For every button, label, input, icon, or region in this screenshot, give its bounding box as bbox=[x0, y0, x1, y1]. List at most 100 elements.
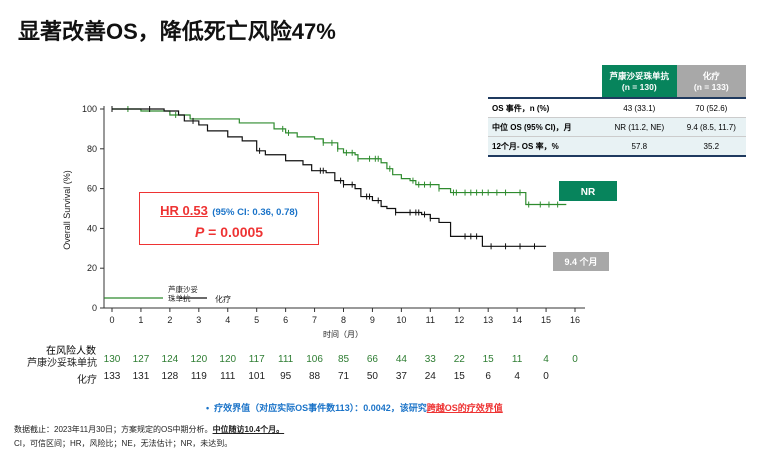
x-axis-label: 时间（月） bbox=[323, 329, 363, 339]
risk-label-lucan: 芦康沙妥珠单抗 bbox=[27, 358, 97, 369]
row-label: 中位 OS (95% CI)，月 bbox=[488, 117, 602, 137]
header-lucan: 芦康沙妥珠单抗 (n = 130) bbox=[602, 65, 677, 98]
table-row: 12个月- OS 率，% 57.8 35.2 bbox=[488, 136, 746, 156]
risk-count: 15 bbox=[482, 354, 494, 365]
x-tick-label: 3 bbox=[196, 315, 201, 325]
risk-count: 71 bbox=[337, 371, 350, 382]
summary-table: 芦康沙妥珠单抗 (n = 130) 化疗 (n = 133) OS 事件，n (%)… bbox=[488, 65, 746, 157]
x-tick-label: 0 bbox=[109, 315, 114, 325]
row-label: OS 事件，n (%) bbox=[488, 97, 602, 118]
risk-count: 101 bbox=[248, 371, 266, 382]
x-tick-label: 7 bbox=[312, 315, 317, 325]
risk-count: 120 bbox=[219, 354, 237, 365]
risk-label-chemo: 化疗 bbox=[77, 375, 97, 386]
efficacy-text: 疗效界值（对应实际OS事件数113）：0.0042，该研究 bbox=[214, 403, 427, 413]
risk-count: 6 bbox=[485, 371, 491, 382]
risk-count: 130 bbox=[103, 354, 121, 365]
y-tick-label: 80 bbox=[87, 144, 97, 154]
footnote-bold: 中位随访10.4个月。 bbox=[212, 425, 285, 434]
hr-value: HR 0.53 bbox=[160, 203, 208, 218]
cell: 43 (33.1) bbox=[602, 97, 677, 118]
risk-count: 85 bbox=[337, 354, 350, 365]
risk-count: 15 bbox=[453, 371, 465, 382]
x-tick-label: 9 bbox=[370, 315, 375, 325]
x-tick-label: 14 bbox=[512, 315, 522, 325]
risk-count: 111 bbox=[220, 371, 236, 382]
hr-box: HR 0.53 (95% CI: 0.36, 0.78) P = 0.0005 bbox=[139, 192, 319, 245]
x-tick-label: 6 bbox=[283, 315, 288, 325]
table-corner bbox=[488, 65, 602, 98]
risk-title: 在风险人数 bbox=[46, 346, 96, 357]
table-row: OS 事件，n (%) 43 (33.1) 70 (52.6) bbox=[488, 97, 746, 118]
curves bbox=[111, 106, 567, 250]
nr-badge bbox=[559, 181, 617, 201]
x-tick-label: 12 bbox=[454, 315, 464, 325]
x-tick-label: 10 bbox=[396, 315, 406, 325]
risk-count: 119 bbox=[190, 371, 207, 382]
y-axis-label: Overall Survival (%) bbox=[62, 170, 72, 250]
hr-ci: (95% CI: 0.36, 0.78) bbox=[212, 207, 298, 218]
risk-count: 117 bbox=[248, 354, 265, 365]
footnote-1: 数据截止：2023年11月30日；方案规定的OS中期分析。中位随访10.4个月。 bbox=[14, 424, 284, 435]
risk-count: 22 bbox=[453, 354, 465, 365]
risk-count: 37 bbox=[395, 371, 407, 382]
x-tick-label: 15 bbox=[541, 315, 551, 325]
x-tick-label: 11 bbox=[426, 315, 435, 325]
bullet: • bbox=[206, 403, 210, 413]
risk-count: 0 bbox=[543, 371, 549, 382]
legend-label-chemo: 化疗 bbox=[215, 294, 231, 304]
risk-count: 66 bbox=[366, 354, 378, 365]
risk-count: 0 bbox=[572, 354, 578, 365]
x-tick-label: 16 bbox=[570, 315, 580, 325]
header-n: (n = 133) bbox=[693, 82, 729, 92]
risk-count: 4 bbox=[543, 354, 549, 365]
risk-count: 24 bbox=[424, 371, 436, 382]
efficacy-highlight: 跨越OS的疗效界值 bbox=[426, 403, 503, 413]
median-badge-text: 9.4 个月 bbox=[564, 256, 597, 267]
y-tick-label: 20 bbox=[87, 263, 97, 273]
cell: 57.8 bbox=[602, 136, 677, 156]
risk-count: 11 bbox=[511, 354, 523, 365]
risk-count: 4 bbox=[514, 371, 520, 382]
y-tick-label: 60 bbox=[87, 184, 97, 194]
risk-count: 128 bbox=[161, 371, 179, 382]
risk-count: 111 bbox=[278, 354, 294, 365]
x-tick-label: 8 bbox=[341, 315, 346, 325]
median-badge bbox=[553, 252, 609, 271]
x-tick-label: 5 bbox=[254, 315, 259, 325]
cell: NR (11.2, NE) bbox=[602, 117, 677, 137]
x-tick-label: 2 bbox=[167, 315, 172, 325]
x-tick-label: 4 bbox=[225, 315, 230, 325]
header-name: 化疗 bbox=[702, 71, 720, 81]
risk-count: 127 bbox=[132, 354, 150, 365]
footnote-2: CI，可信区间；HR，风险比；NE，无法估计；NR，未达到。 bbox=[14, 439, 233, 448]
risk-count: 95 bbox=[280, 371, 292, 382]
row-label: 12个月- OS 率，% bbox=[488, 136, 602, 156]
risk-count: 131 bbox=[132, 371, 150, 382]
risk-count: 120 bbox=[190, 354, 208, 365]
p-label: P bbox=[194, 224, 205, 240]
risk-count: 44 bbox=[395, 354, 407, 365]
cell: 35.2 bbox=[676, 136, 746, 156]
risk-count: 88 bbox=[309, 371, 321, 382]
km-curve-lucan bbox=[112, 108, 567, 206]
legend-label-lucan: 芦康沙妥珠单抗 bbox=[168, 284, 198, 303]
y-tick-label: 0 bbox=[92, 303, 97, 313]
header-chemo: 化疗 (n = 133) bbox=[676, 65, 746, 98]
page-title: 显著改善OS，降低死亡风险47% bbox=[18, 19, 336, 44]
footnote-text: 数据截止：2023年11月30日；方案规定的OS中期分析。 bbox=[14, 425, 213, 434]
y-tick-label: 40 bbox=[87, 223, 97, 233]
table-row: 中位 OS (95% CI)，月 NR (11.2, NE) 9.4 (8.5, 1… bbox=[488, 117, 746, 137]
risk-count: 33 bbox=[424, 354, 436, 365]
header-n: (n = 130) bbox=[621, 82, 657, 92]
y-tick-label: 100 bbox=[82, 104, 97, 114]
risk-count: 50 bbox=[366, 371, 378, 382]
cell: 70 (52.6) bbox=[676, 97, 746, 118]
header-name: 芦康沙妥珠单抗 bbox=[609, 71, 670, 81]
efficacy-note: • 疗效界值（对应实际OS事件数113）：0.0042，该研究跨越OS的疗效界值 bbox=[206, 401, 503, 414]
km-curve-chemo bbox=[112, 108, 547, 247]
risk-count: 124 bbox=[161, 354, 179, 365]
p-value: = 0.0005 bbox=[208, 224, 264, 240]
